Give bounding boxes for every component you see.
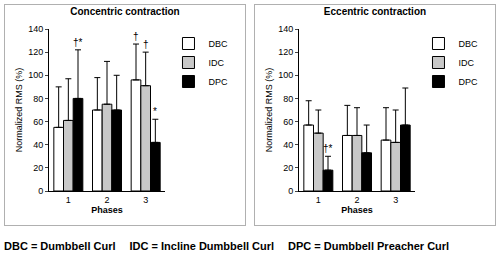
svg-text:100: 100: [28, 70, 43, 80]
svg-text:IDC: IDC: [208, 58, 224, 68]
svg-text:80: 80: [33, 94, 43, 104]
svg-text:0: 0: [38, 186, 43, 196]
svg-text:Phases: Phases: [341, 205, 373, 215]
svg-text:140: 140: [278, 24, 293, 34]
svg-text:Normalized RMS (%): Normalized RMS (%): [14, 68, 24, 153]
svg-text:Normalized RMS (%): Normalized RMS (%): [264, 68, 274, 153]
svg-text:†*: †*: [73, 37, 83, 48]
svg-text:IDC: IDC: [458, 58, 474, 68]
html-text:DPC = Dumbbell Preacher Curl: DPC = Dumbbell Preacher Curl: [288, 240, 450, 252]
svg-text:Eccentric contraction: Eccentric contraction: [324, 6, 426, 17]
svg-text:60: 60: [283, 117, 293, 127]
svg-text:3: 3: [143, 195, 148, 205]
svg-text:Phases: Phases: [91, 205, 123, 215]
svg-text:2: 2: [104, 195, 109, 205]
svg-text:140: 140: [28, 24, 43, 34]
svg-text:40: 40: [283, 140, 293, 150]
svg-text:Concentric contraction: Concentric contraction: [70, 6, 179, 17]
svg-text:†*: †*: [323, 143, 333, 154]
html-text:DBC = Dumbbell Curl: DBC = Dumbbell Curl: [4, 240, 116, 252]
html-text:IDC = Incline Dumbbell Curl: IDC = Incline Dumbbell Curl: [129, 240, 275, 252]
svg-text:1: 1: [316, 195, 321, 205]
svg-text:*: *: [153, 106, 157, 117]
svg-text:DPC: DPC: [458, 77, 478, 87]
svg-text:DBC: DBC: [458, 39, 478, 49]
svg-text:60: 60: [33, 117, 43, 127]
svg-text:†: †: [143, 39, 149, 50]
svg-text:0: 0: [288, 186, 293, 196]
svg-text:DPC: DPC: [208, 77, 228, 87]
svg-text:1: 1: [66, 195, 71, 205]
svg-text:100: 100: [278, 70, 293, 80]
svg-text:40: 40: [33, 140, 43, 150]
svg-text:80: 80: [283, 94, 293, 104]
svg-text:3: 3: [393, 195, 398, 205]
svg-text:20: 20: [283, 163, 293, 173]
svg-text:†: †: [133, 31, 139, 42]
svg-text:DBC: DBC: [208, 39, 228, 49]
svg-text:120: 120: [28, 47, 43, 57]
svg-text:120: 120: [278, 47, 293, 57]
svg-text:2: 2: [354, 195, 359, 205]
svg-text:20: 20: [33, 163, 43, 173]
